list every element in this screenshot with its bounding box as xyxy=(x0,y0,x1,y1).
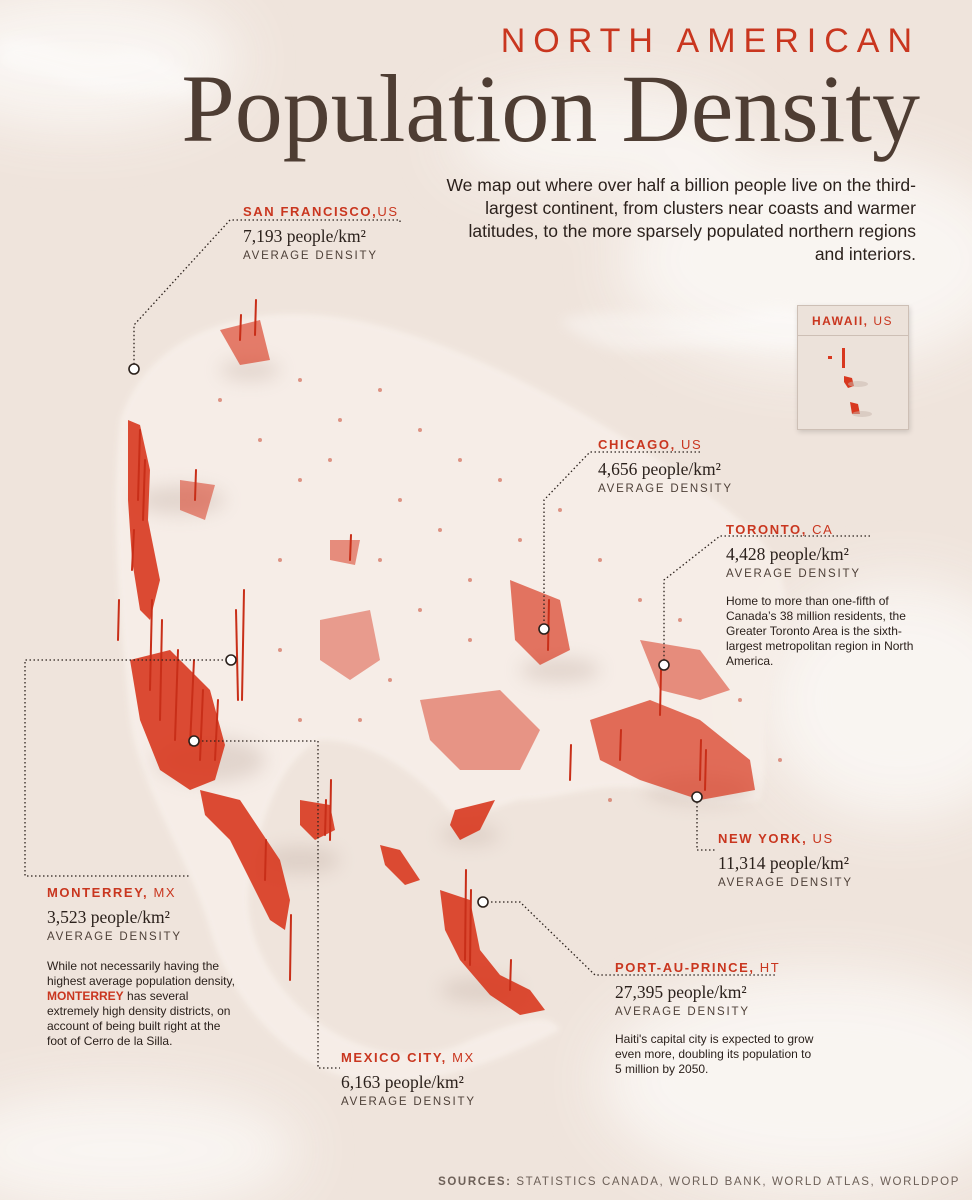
density-caption: AVERAGE DENSITY xyxy=(341,1096,476,1108)
density-value: 7,193 people/km² xyxy=(243,226,366,246)
intro-text: We map out where over half a billion peo… xyxy=(446,175,916,264)
density-value: 4,656 people/km² xyxy=(598,459,721,479)
landmass xyxy=(115,313,787,1082)
marker-chicago[interactable] xyxy=(538,623,550,635)
hawaii-inset: HAWAII, US xyxy=(797,305,909,430)
city-label: PORT-AU-PRINCE, HT xyxy=(615,960,781,975)
city-label: MONTERREY, MX xyxy=(47,885,177,900)
marker-toronto[interactable] xyxy=(658,659,670,671)
density-caption: AVERAGE DENSITY xyxy=(615,1006,750,1018)
density-caption: AVERAGE DENSITY xyxy=(598,483,733,495)
density-caption: AVERAGE DENSITY xyxy=(718,877,853,889)
density-value: 6,163 people/km² xyxy=(341,1072,464,1092)
city-label: SAN FRANCISCO,US xyxy=(243,204,399,219)
marker-monterrey[interactable] xyxy=(225,654,237,666)
density-caption: AVERAGE DENSITY xyxy=(47,931,182,943)
leader-chicago xyxy=(543,451,700,628)
callout-mexico-city: MEXICO CITY, MX 6,163 people/km² AVERAGE… xyxy=(341,1050,476,1108)
marker-new-york[interactable] xyxy=(691,791,703,803)
density-value: 27,395 people/km² xyxy=(615,982,747,1002)
callout-san-francisco: SAN FRANCISCO,US 7,193 people/km² AVERAG… xyxy=(243,204,399,262)
density-caption: AVERAGE DENSITY xyxy=(243,250,378,262)
sources-footer: SOURCES: STATISTICS CANADA, WORLD BANK, … xyxy=(438,1176,960,1188)
city-label: MEXICO CITY, MX xyxy=(341,1050,475,1065)
callout-port-au-prince: PORT-AU-PRINCE, HT 27,395 people/km² AVE… xyxy=(615,960,835,1077)
city-note: While not necessarily having the highest… xyxy=(47,959,235,1048)
city-label: TORONTO, CA xyxy=(726,522,834,537)
density-value: 3,523 people/km² xyxy=(47,907,170,927)
city-note: Home to more than one-fifth of Canada’s … xyxy=(726,594,914,668)
leader-monterrey xyxy=(24,659,231,877)
leader-port-au-prince xyxy=(483,901,775,976)
density-value: 4,428 people/km² xyxy=(726,544,849,564)
hawaii-islands xyxy=(828,348,872,417)
city-label: CHICAGO, US xyxy=(598,437,703,452)
marker-port-au-prince[interactable] xyxy=(477,896,489,908)
callout-monterrey: MONTERREY, MX 3,523 people/km² AVERAGE D… xyxy=(47,885,267,1049)
density-value: 11,314 people/km² xyxy=(718,853,849,873)
city-label: NEW YORK, US xyxy=(718,831,834,846)
marker-san-francisco[interactable] xyxy=(128,363,140,375)
callout-chicago: CHICAGO, US 4,656 people/km² AVERAGE DEN… xyxy=(598,437,733,495)
page-title: Population Density xyxy=(181,55,920,162)
city-note: Haiti's capital city is expected to grow… xyxy=(615,1032,814,1076)
leader-new-york xyxy=(696,798,715,851)
callout-new-york: NEW YORK, US 11,314 people/km² AVERAGE D… xyxy=(718,831,853,889)
density-caption: AVERAGE DENSITY xyxy=(726,568,861,580)
marker-mexico-city[interactable] xyxy=(188,735,200,747)
callout-toronto: TORONTO, CA 4,428 people/km² AVERAGE DEN… xyxy=(726,522,926,669)
title-kicker: NORTH AMERICAN xyxy=(500,22,920,60)
leader-san-francisco xyxy=(133,219,401,368)
inset-label: HAWAII, US xyxy=(812,314,894,328)
